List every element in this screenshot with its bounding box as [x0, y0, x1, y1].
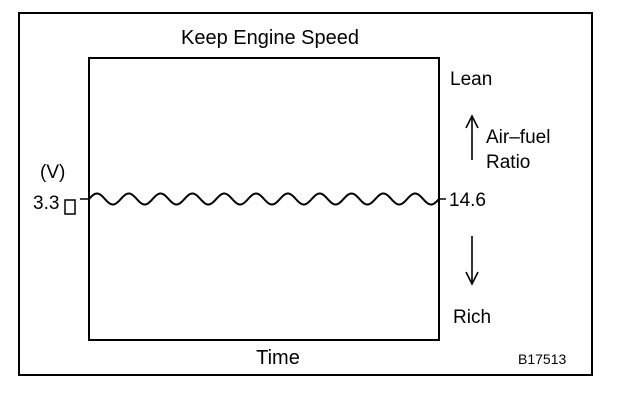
figure-code: B17513 [518, 351, 566, 367]
axis-title-line2: Ratio [486, 152, 530, 173]
outer-frame [18, 12, 593, 376]
rich-arrow-icon [465, 236, 479, 286]
lean-label: Lean [450, 69, 492, 90]
lean-arrow-icon [465, 114, 479, 160]
diagram-title: Keep Engine Speed [181, 27, 359, 49]
x-axis-label: Time [256, 347, 300, 369]
y-unit-label: (V) [40, 162, 65, 183]
voltage-value: 3.3 [33, 193, 59, 214]
axis-title-line1: Air–fuel [486, 127, 550, 148]
voltage-waveform [88, 192, 440, 206]
afr-value: 14.6 [449, 190, 486, 211]
rich-label: Rich [453, 307, 491, 328]
voltage-marker-box [64, 199, 76, 215]
